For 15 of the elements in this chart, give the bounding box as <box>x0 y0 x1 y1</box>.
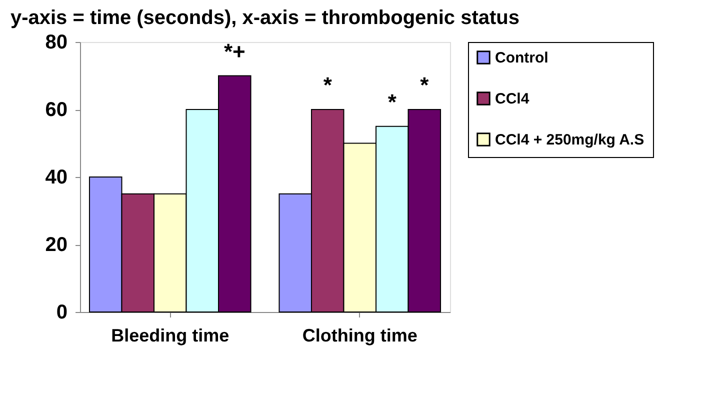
x-tick-label: Clothing time <box>302 326 418 346</box>
legend-label: CCl4 <box>495 90 530 108</box>
y-tick-label: 0 <box>56 302 68 324</box>
y-tick-label: 20 <box>45 234 68 256</box>
data-label: * <box>388 89 397 114</box>
chart-title: y-axis = time (seconds), x-axis = thrombogenic status <box>10 7 520 29</box>
legend-label: Control <box>495 50 548 66</box>
y-tick-label: 80 <box>45 32 68 54</box>
y-tick-label: 60 <box>45 99 68 121</box>
data-label: *+ <box>224 38 246 64</box>
data-label: * <box>323 72 332 98</box>
legend-label: CCl4 + 250mg/kg A.S <box>495 132 644 148</box>
x-tick-label: Bleeding time <box>111 326 230 346</box>
y-tick-label: 40 <box>45 166 68 188</box>
data-label: * <box>420 72 430 98</box>
